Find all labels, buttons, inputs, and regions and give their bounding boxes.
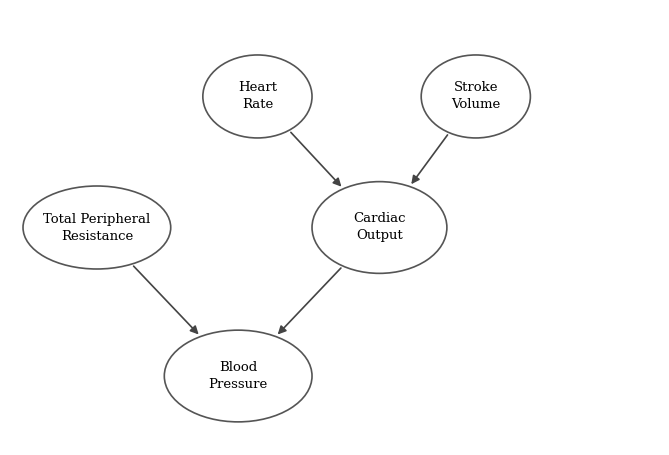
Ellipse shape — [312, 182, 447, 273]
Ellipse shape — [203, 55, 312, 138]
Text: Heart
Rate: Heart Rate — [238, 81, 277, 111]
Ellipse shape — [421, 55, 531, 138]
Text: Cardiac
Output: Cardiac Output — [353, 212, 405, 243]
Ellipse shape — [165, 330, 312, 422]
Ellipse shape — [23, 186, 171, 269]
Text: Blood
Pressure: Blood Pressure — [209, 361, 268, 391]
Text: Stroke
Volume: Stroke Volume — [451, 81, 500, 111]
Text: Total Peripheral
Resistance: Total Peripheral Resistance — [43, 212, 151, 243]
